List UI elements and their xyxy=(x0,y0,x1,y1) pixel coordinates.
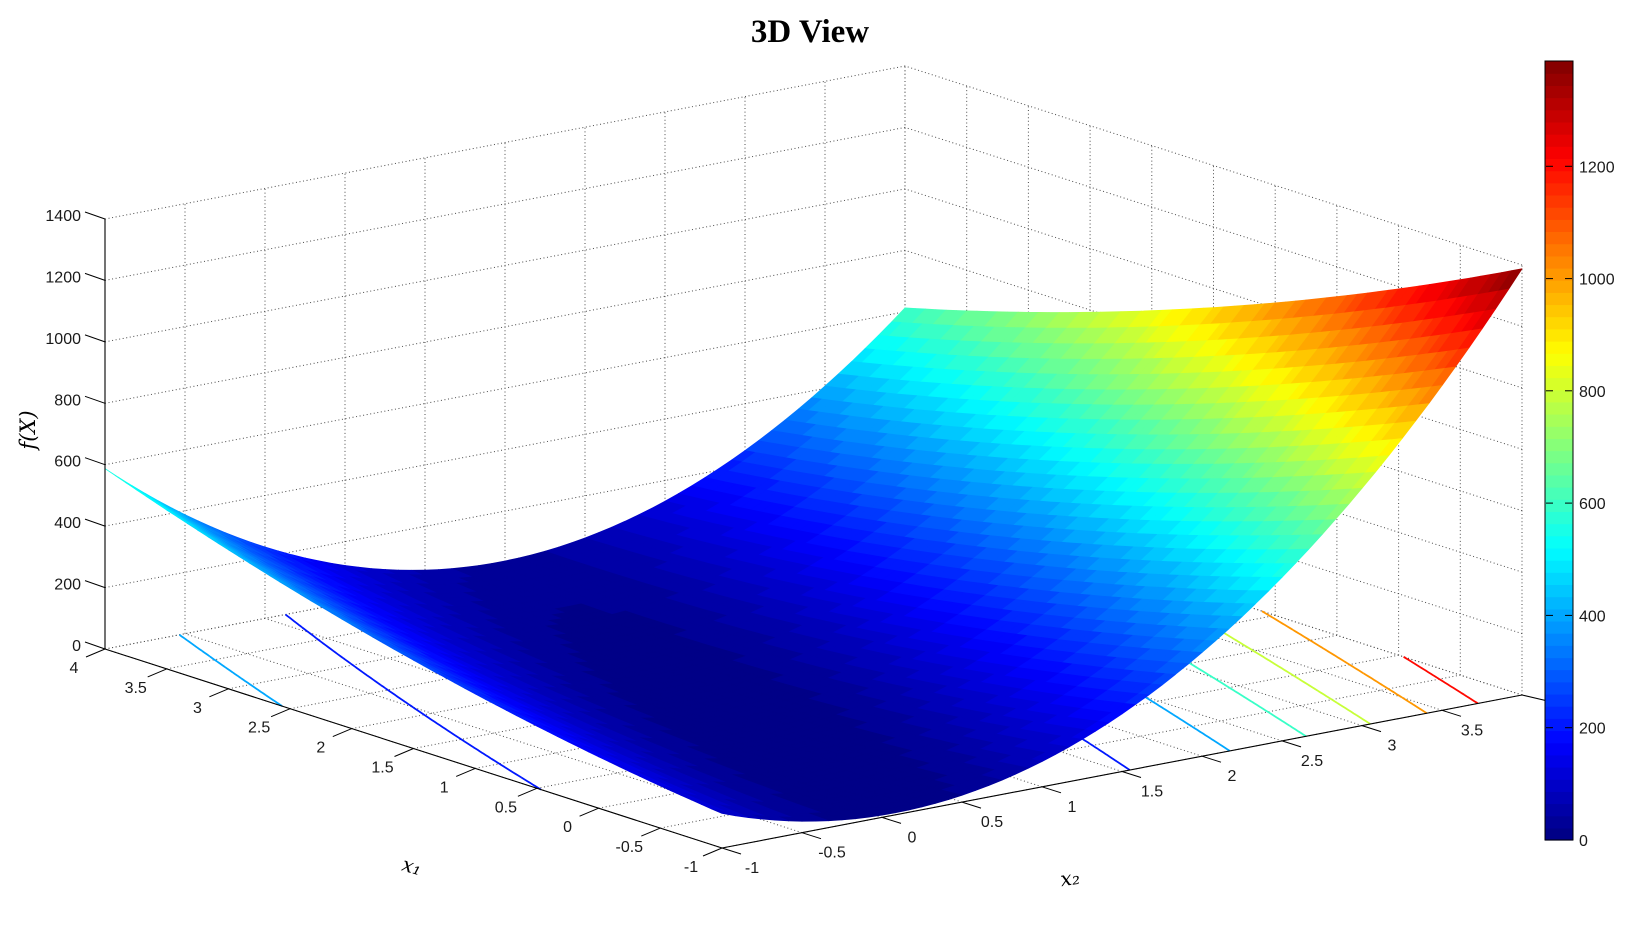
tick-labels: 4 3.5 3 2.5 2 1.5 1 0.5 0 -0.5 -1 -1 -0.5 0 0.5 1 1.5 2 2.… xyxy=(45,208,1483,877)
z-tick-label: 1400 xyxy=(45,208,81,225)
x1-tick-label: 3.5 xyxy=(125,680,147,697)
surface-mesh xyxy=(104,268,1523,822)
x2-tick-label: -1 xyxy=(745,860,759,877)
x1-tick-label: 2 xyxy=(316,740,325,757)
z-tick-label: 0 xyxy=(72,638,81,655)
x2-tick-label: 0 xyxy=(908,829,917,846)
z-axis-label: f(X) xyxy=(16,410,40,450)
x1-tick-label: 0.5 xyxy=(495,799,517,816)
x2-tick-label: 0.5 xyxy=(981,814,1003,831)
tick-marks xyxy=(84,211,1462,857)
x1-tick-label: -1 xyxy=(684,859,698,876)
colorbar-labels: 0 200 400 600 800 1000 1200 xyxy=(1579,159,1615,850)
z-tick-label: 400 xyxy=(54,515,81,532)
x2-tick-label: 3.5 xyxy=(1461,722,1483,739)
x2-tick-label: 2.5 xyxy=(1301,753,1323,770)
plot-title: 3D View xyxy=(750,14,870,50)
z-tick-label: 600 xyxy=(54,454,81,471)
x2-tick-label: 2 xyxy=(1228,768,1237,785)
colorbar: 0 200 400 600 800 1000 1200 xyxy=(1544,60,1615,850)
colorbar-tick-label: 800 xyxy=(1579,384,1606,401)
x2-tick-label: 1 xyxy=(1068,799,1077,816)
x1-tick-label: 4 xyxy=(70,660,79,677)
colorbar-tick-label: 400 xyxy=(1579,608,1606,625)
x1-tick-label: -0.5 xyxy=(616,839,644,856)
colorbar-ticks xyxy=(1546,165,1572,841)
x2-tick-label: 3 xyxy=(1388,738,1397,755)
x1-tick-label: 1.5 xyxy=(371,760,393,777)
colorbar-tick-label: 1200 xyxy=(1579,159,1615,176)
colorbar-tick-label: 200 xyxy=(1579,721,1606,738)
x1-tick-label: 3 xyxy=(193,700,202,717)
z-tick-label: 200 xyxy=(54,577,81,594)
z-tick-label: 1200 xyxy=(45,269,81,286)
z-tick-label: 1000 xyxy=(45,331,81,348)
colorbar-tick-label: 0 xyxy=(1579,833,1588,850)
x1-tick-label: 2.5 xyxy=(248,720,270,737)
colorbar-tick-label: 600 xyxy=(1579,496,1606,513)
x1-tick-label: 0 xyxy=(563,819,572,836)
x2-tick-label: 1.5 xyxy=(1141,784,1163,801)
z-tick-label: 800 xyxy=(54,392,81,409)
x2-tick-label: -0.5 xyxy=(818,845,846,862)
colorbar-tick-label: 1000 xyxy=(1579,272,1615,289)
x1-tick-label: 1 xyxy=(440,779,449,796)
